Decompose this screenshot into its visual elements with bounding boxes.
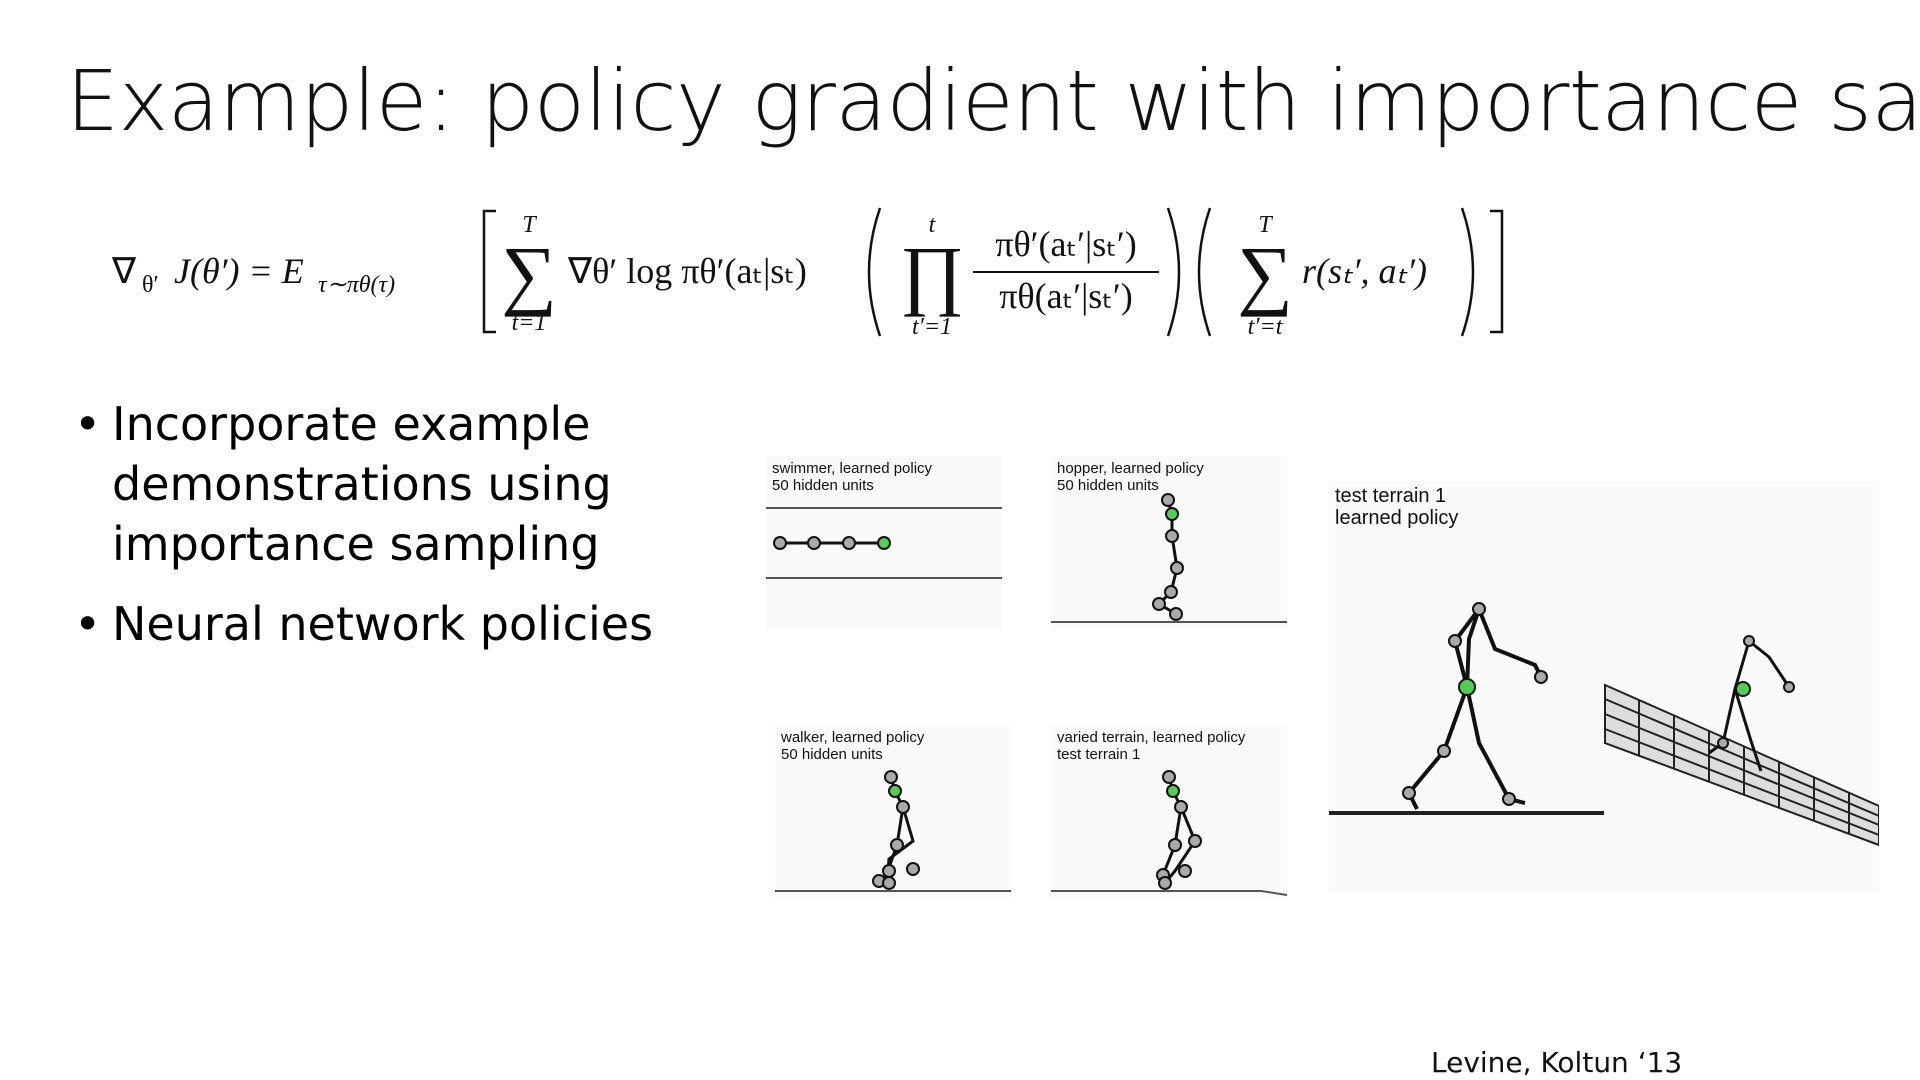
- bullet-line: Incorporate example: [112, 397, 591, 451]
- walker-panel: walker, learned policy 50 hidden units: [775, 725, 1011, 899]
- bullet-line: importance sampling: [112, 517, 600, 571]
- bullet-line: demonstrations using: [112, 457, 612, 511]
- panel-label: test terrain 1 learned policy: [1335, 485, 1458, 529]
- bullet-line: Neural network policies: [112, 597, 654, 651]
- terrain-panel: varied terrain, learned policy test terra…: [1051, 725, 1287, 899]
- paren: [1197, 207, 1212, 337]
- slide-title: Example: policy gradient with importance…: [66, 52, 1920, 150]
- label-line: walker, learned policy: [781, 729, 925, 746]
- bullet: • Incorporate example demonstrations using…: [74, 394, 612, 574]
- paren: [1166, 207, 1181, 337]
- eq-text: r(sₜ′, aₜ′): [1302, 251, 1427, 291]
- eq-limit: t′=1: [912, 314, 952, 340]
- citation: Levine, Koltun ‘13: [1431, 1046, 1683, 1079]
- eq-denominator: πθ(aₜ′|sₜ′): [999, 276, 1133, 316]
- figure: [766, 507, 1002, 579]
- eq-limit: T: [1258, 212, 1273, 238]
- figure: [1051, 770, 1287, 896]
- label-line: 50 hidden units: [781, 746, 883, 763]
- figure: [775, 770, 1011, 892]
- label-line: test terrain 1: [1335, 485, 1447, 507]
- eq-numerator: πθ′(aₜ′|sₜ′): [995, 224, 1136, 264]
- equation: ∇ θ′ J(θ′) = E τ∼πθ(τ) T ∑ t=1 ∇θ′ log π…: [111, 207, 1504, 340]
- swimmer-panel: swimmer, learned policy 50 hidden units: [766, 456, 1002, 630]
- eq-subscript: τ∼πθ(τ): [318, 272, 395, 298]
- eq-limit: t: [929, 212, 937, 238]
- eq-text: J(θ′) = E: [174, 251, 304, 291]
- paren: [1460, 207, 1475, 337]
- label-line: 50 hidden units: [1057, 477, 1159, 494]
- panel-label: hopper, learned policy 50 hidden units: [1057, 460, 1204, 494]
- eq-operator: ∑: [501, 230, 557, 317]
- paren: [867, 207, 882, 337]
- eq-operator: ∑: [1237, 230, 1293, 317]
- bullet: • Neural network policies: [74, 594, 653, 654]
- hopper-panel: hopper, learned policy 50 hidden units: [1051, 456, 1287, 630]
- label-line: learned policy: [1335, 507, 1459, 529]
- panel-label: varied terrain, learned policy test terra…: [1057, 729, 1245, 763]
- label-line: 50 hidden units: [772, 477, 874, 494]
- eq-limit: t′=t: [1248, 314, 1284, 340]
- label-line: test terrain 1: [1057, 746, 1141, 763]
- label-line: varied terrain, learned policy: [1057, 729, 1246, 746]
- panel-label: swimmer, learned policy 50 hidden units: [772, 460, 932, 494]
- bracket: [482, 209, 496, 334]
- eq-operator: ∏: [900, 230, 964, 317]
- panel-label: walker, learned policy 50 hidden units: [781, 729, 924, 763]
- figure: [1329, 602, 1879, 847]
- figure: [1051, 493, 1287, 623]
- label-line: hopper, learned policy: [1057, 460, 1204, 477]
- eq-text: ∇θ′ log πθ′(aₜ|sₜ): [567, 251, 807, 291]
- eq-symbol: ∇: [111, 251, 137, 291]
- terrain-image: test terrain 1 learned policy: [1329, 481, 1879, 893]
- eq-limit: T: [522, 212, 537, 238]
- eq-subscript: θ′: [142, 272, 159, 298]
- label-line: swimmer, learned policy: [772, 460, 933, 477]
- bracket: [1490, 209, 1504, 334]
- eq-limit: t=1: [512, 310, 547, 336]
